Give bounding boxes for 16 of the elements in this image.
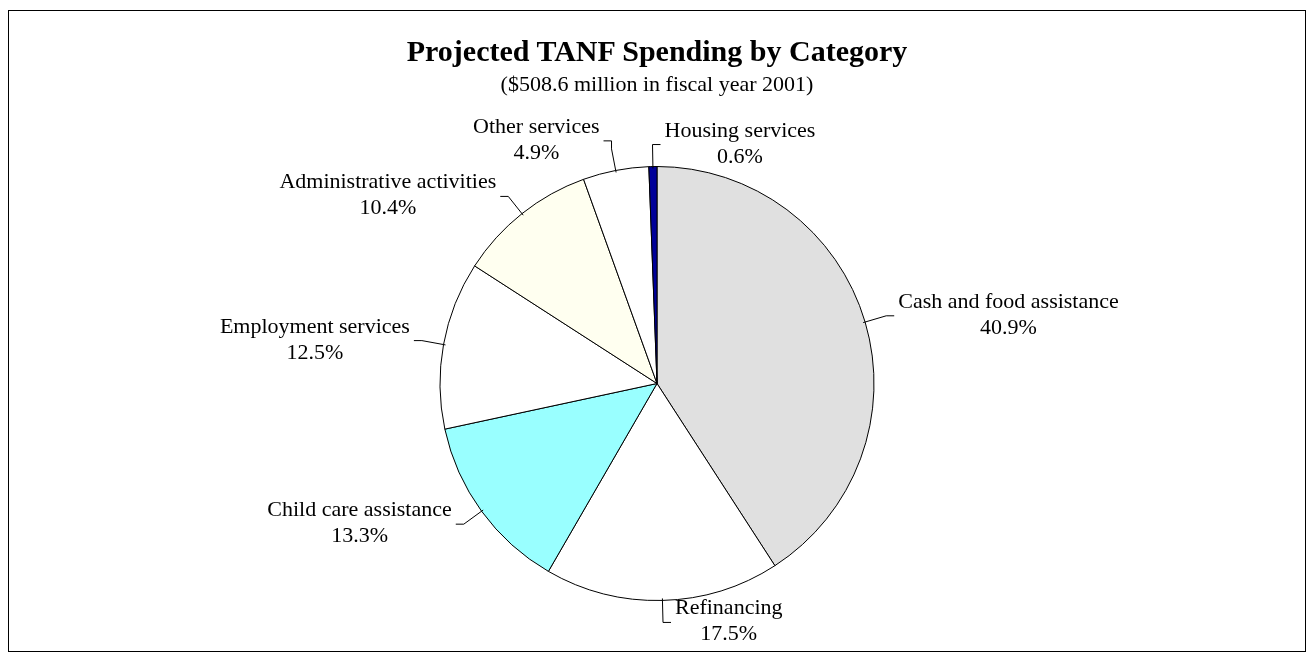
data-label: 10.4% — [359, 194, 417, 220]
chart-subtitle: ($508.6 million in fiscal year 2001) — [500, 71, 814, 96]
data-label: 13.3% — [331, 522, 388, 548]
slice-label: Other services — [473, 112, 600, 138]
chart-title: Projected TANF Spending by Category — [406, 34, 908, 67]
slice-label: Refinancing — [674, 594, 783, 620]
data-label: 17.5% — [700, 620, 758, 646]
slice-label: Cash and food assistance — [898, 287, 1119, 313]
data-label: 12.5% — [286, 338, 344, 364]
slice-label: Administrative activities — [279, 168, 497, 194]
data-label: 40.9% — [980, 313, 1037, 339]
data-label: 0.6% — [717, 142, 763, 168]
slice-label: Child care assistance — [267, 496, 452, 522]
slice-label: Employment services — [219, 312, 410, 338]
data-label: 4.9% — [513, 138, 560, 164]
slice-label: Housing services — [664, 116, 816, 142]
